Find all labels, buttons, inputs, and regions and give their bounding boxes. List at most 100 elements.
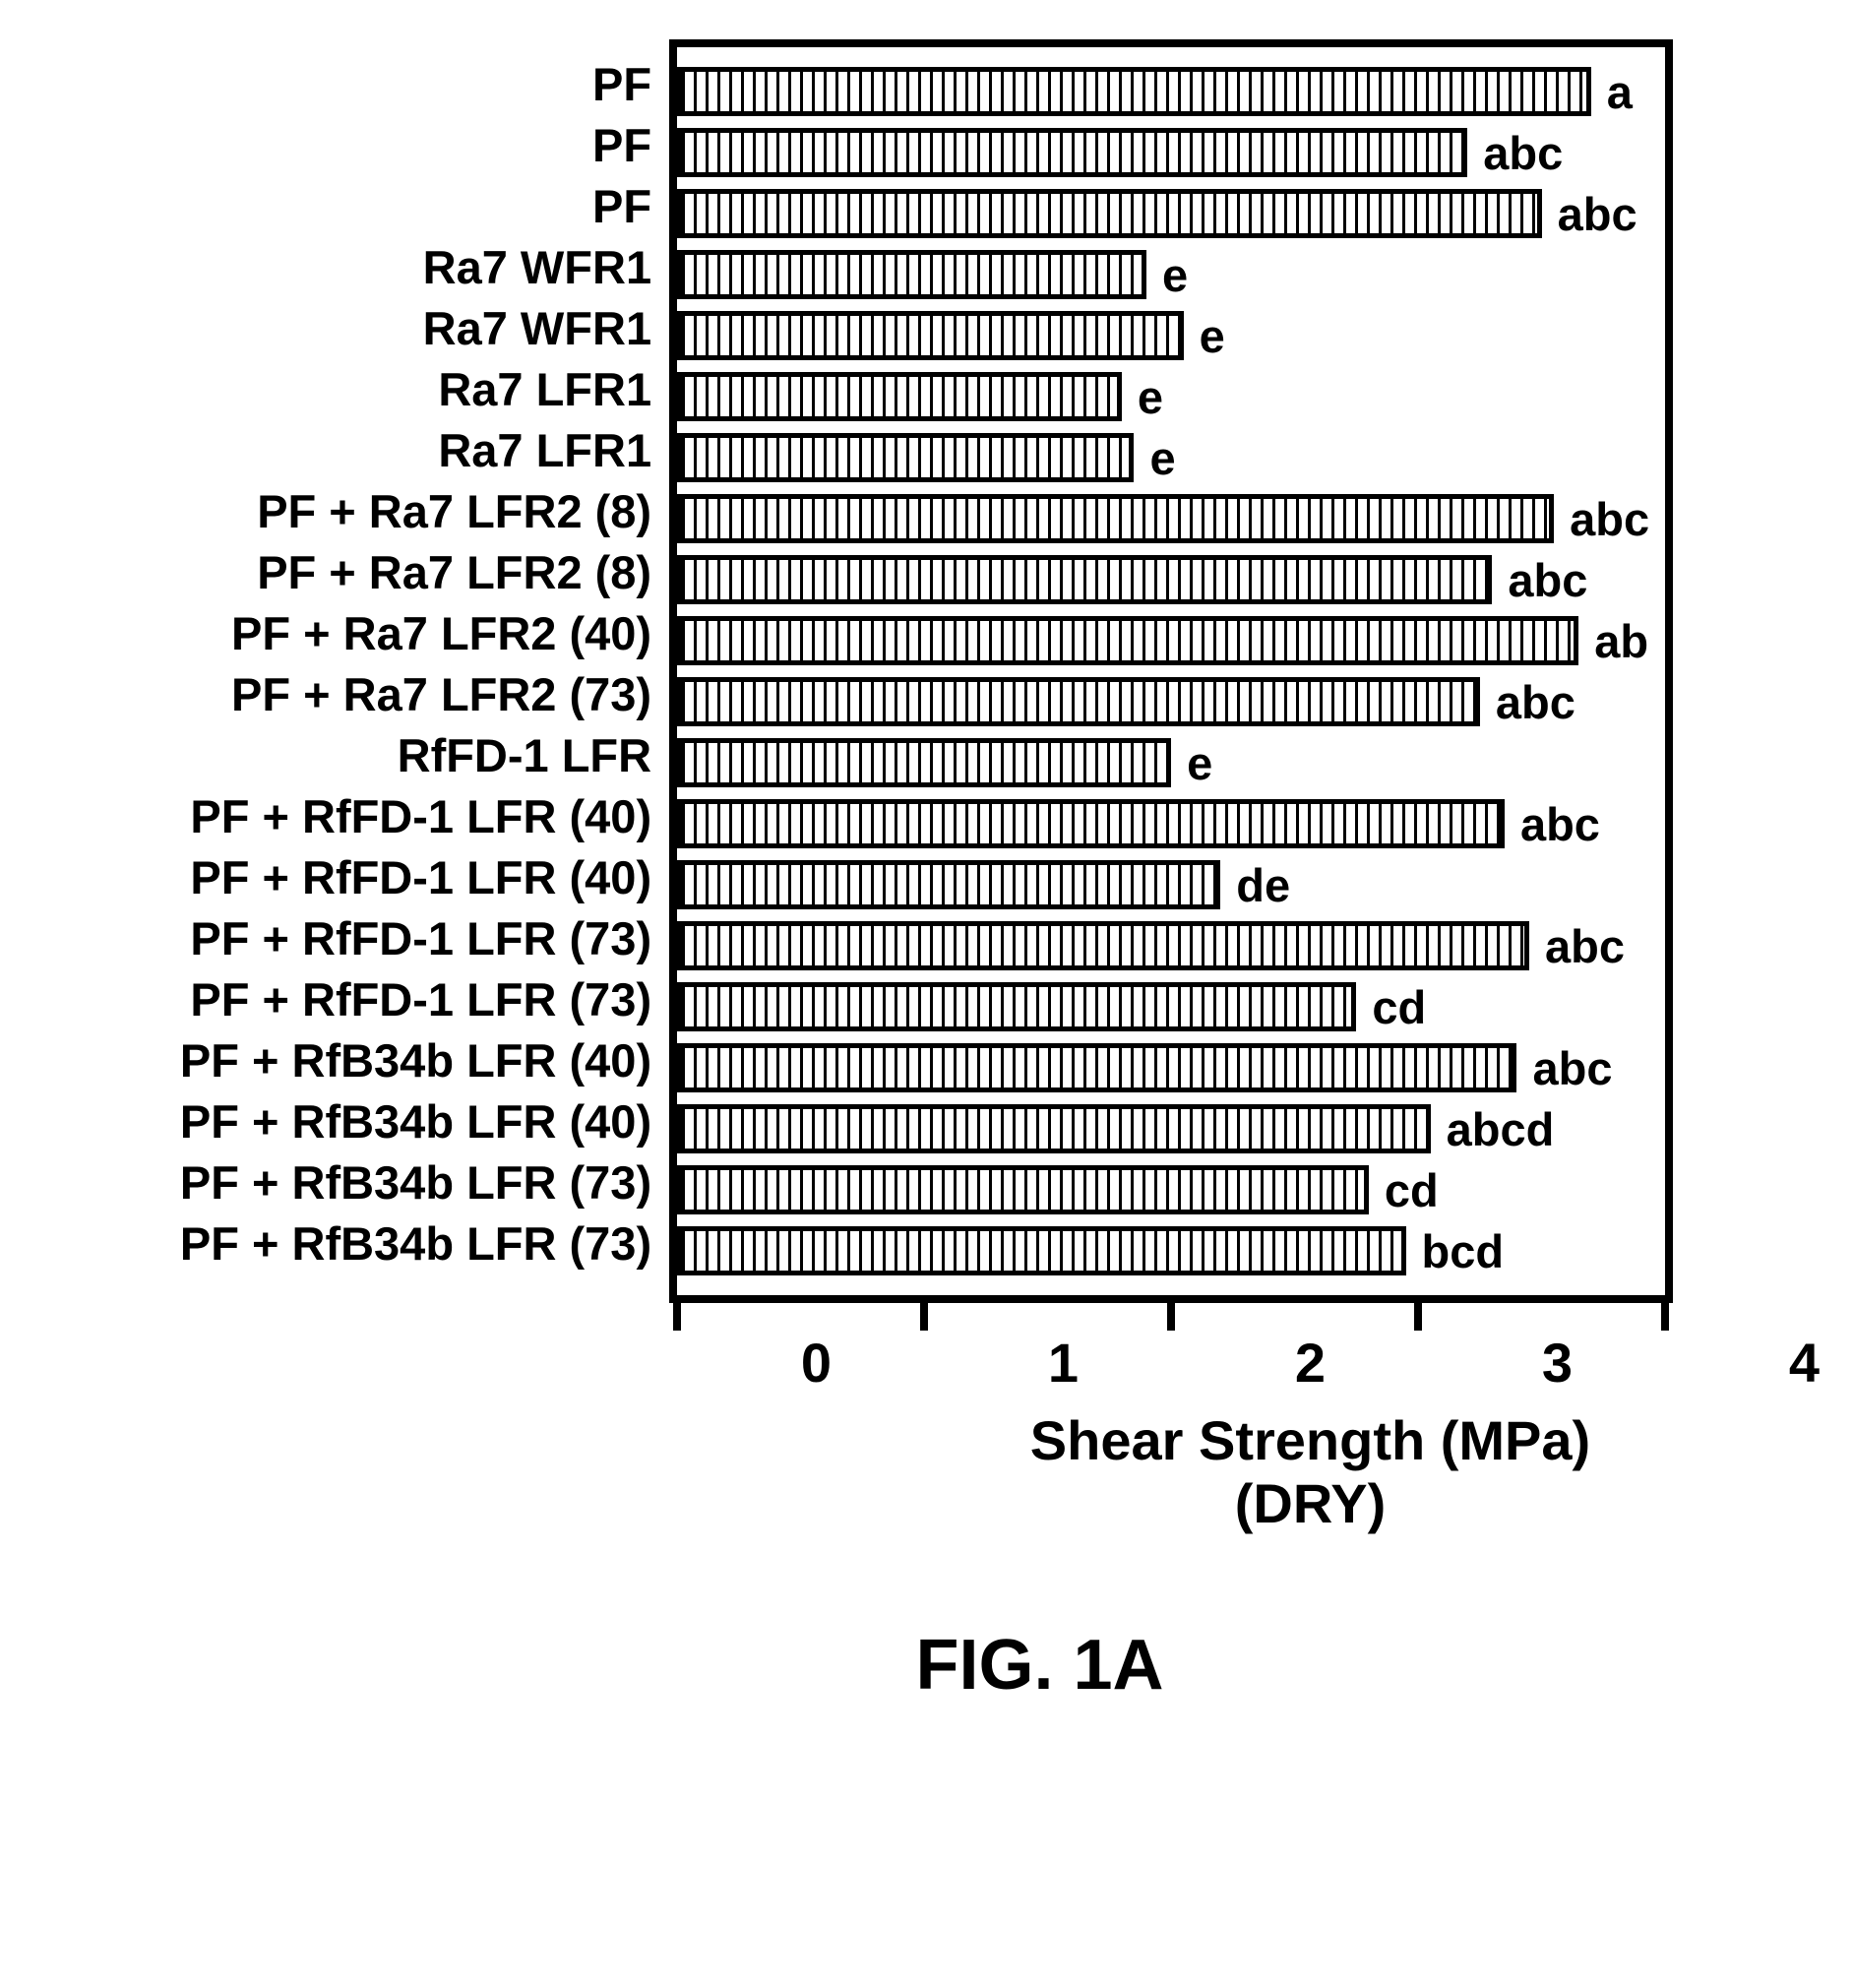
bar-hatch-pattern (682, 1109, 1426, 1149)
y-label: PF + RfFD-1 LFR (73) (180, 907, 669, 968)
plot-area: aabcabceeeeabcabcababceabcdeabccdabcabcd… (669, 39, 1673, 1303)
x-axis: 01234 Shear Strength (MPa) (DRY) (809, 1303, 1813, 1536)
bar-hatch-pattern (682, 926, 1524, 965)
bar-hatch-pattern (682, 560, 1487, 599)
figure-caption: FIG. 1A (915, 1625, 1163, 1706)
bar-annotation: e (1138, 370, 1163, 424)
bar-row: cd (677, 976, 1665, 1037)
x-tick-label: 0 (801, 1331, 832, 1395)
bar (677, 1043, 1516, 1092)
bar-hatch-pattern (682, 987, 1351, 1026)
x-axis-title: Shear Strength (MPa) (DRY) (809, 1409, 1813, 1536)
bar-hatch-pattern (682, 804, 1500, 843)
bar (677, 616, 1578, 665)
bar-hatch-pattern (682, 316, 1179, 355)
bar-hatch-pattern (682, 1048, 1512, 1087)
y-label: PF (180, 114, 669, 175)
bar (677, 250, 1146, 299)
bar-row: e (677, 427, 1665, 488)
bar (677, 494, 1554, 543)
bar-row: abc (677, 549, 1665, 610)
bar-annotation: e (1187, 736, 1212, 790)
bar-annotation: abc (1570, 492, 1649, 546)
bar-annotation: abc (1496, 675, 1575, 729)
y-label: PF + Ra7 LFR2 (8) (180, 480, 669, 541)
x-tick-label: 4 (1789, 1331, 1820, 1395)
bar-annotation: abc (1532, 1041, 1612, 1095)
y-label: PF + Ra7 LFR2 (73) (180, 663, 669, 724)
y-label: PF + Ra7 LFR2 (8) (180, 541, 669, 602)
bar-annotation: ab (1594, 614, 1648, 668)
bar (677, 738, 1171, 787)
bar (677, 1226, 1405, 1275)
bar (677, 555, 1492, 604)
bar-annotation: abc (1483, 126, 1563, 180)
x-tick-label: 1 (1048, 1331, 1079, 1395)
bar (677, 189, 1542, 238)
bar-annotation: abcd (1447, 1102, 1555, 1156)
y-label: RfFD-1 LFR (180, 724, 669, 785)
bar-row: bcd (677, 1220, 1665, 1281)
figure-container: PFPFPFRa7 WFR1Ra7 WFR1Ra7 LFR1Ra7 LFR1PF… (41, 39, 1813, 1706)
y-label: PF + RfB34b LFR (73) (180, 1151, 669, 1212)
bar-row: e (677, 305, 1665, 366)
bar-row: abc (677, 122, 1665, 183)
y-label: PF + RfFD-1 LFR (73) (180, 968, 669, 1029)
bar-row: a (677, 61, 1665, 122)
bar-annotation: e (1162, 248, 1188, 302)
bar-row: cd (677, 1159, 1665, 1220)
bar (677, 1165, 1369, 1214)
bar-annotation: bcd (1422, 1224, 1505, 1278)
y-label: PF + RfB34b LFR (40) (180, 1029, 669, 1090)
bar-annotation: de (1236, 858, 1290, 912)
bar-hatch-pattern (682, 133, 1462, 172)
bar (677, 921, 1529, 970)
bar-hatch-pattern (682, 621, 1574, 660)
y-label: Ra7 WFR1 (180, 297, 669, 358)
y-axis-labels: PFPFPFRa7 WFR1Ra7 WFR1Ra7 LFR1Ra7 LFR1PF… (180, 39, 669, 1274)
y-label: Ra7 LFR1 (180, 358, 669, 419)
bar-hatch-pattern (682, 377, 1117, 416)
x-axis-title-line1: Shear Strength (MPa) (809, 1409, 1813, 1472)
bar-hatch-pattern (682, 72, 1586, 111)
bar-row: de (677, 854, 1665, 915)
bar-row: ab (677, 610, 1665, 671)
y-label: PF + Ra7 LFR2 (40) (180, 602, 669, 663)
bar-annotation: abc (1545, 919, 1625, 973)
x-axis-title-line2: (DRY) (809, 1472, 1813, 1535)
bar-row: abcd (677, 1098, 1665, 1159)
bar (677, 433, 1134, 482)
bar-annotation: e (1149, 431, 1175, 485)
bar (677, 860, 1220, 909)
bar (677, 67, 1591, 116)
bar-annotation: cd (1372, 980, 1426, 1034)
bar (677, 677, 1480, 726)
bar-annotation: e (1200, 309, 1225, 363)
bar-hatch-pattern (682, 438, 1129, 477)
bar (677, 372, 1122, 421)
bar-row: e (677, 244, 1665, 305)
bar (677, 982, 1356, 1031)
x-axis-numbers: 01234 (809, 1331, 1813, 1399)
bar (677, 799, 1505, 848)
chart: PFPFPFRa7 WFR1Ra7 WFR1Ra7 LFR1Ra7 LFR1PF… (180, 39, 1673, 1303)
bar (677, 311, 1184, 360)
x-tick-label: 3 (1542, 1331, 1573, 1395)
bar-hatch-pattern (682, 255, 1142, 294)
bar-annotation: cd (1385, 1163, 1439, 1217)
bar-annotation: a (1607, 65, 1633, 119)
bar (677, 128, 1467, 177)
bar-row: abc (677, 183, 1665, 244)
bar (677, 1104, 1431, 1153)
y-label: PF + RfFD-1 LFR (40) (180, 785, 669, 846)
bar-hatch-pattern (682, 743, 1166, 782)
bar-hatch-pattern (682, 865, 1215, 904)
bar-row: abc (677, 488, 1665, 549)
y-label: Ra7 LFR1 (180, 419, 669, 480)
bar-row: abc (677, 1037, 1665, 1098)
bar-hatch-pattern (682, 1170, 1364, 1210)
bar-hatch-pattern (682, 1231, 1400, 1271)
bar-annotation: abc (1558, 187, 1637, 241)
bar-row: abc (677, 915, 1665, 976)
y-label: PF + RfFD-1 LFR (40) (180, 846, 669, 907)
